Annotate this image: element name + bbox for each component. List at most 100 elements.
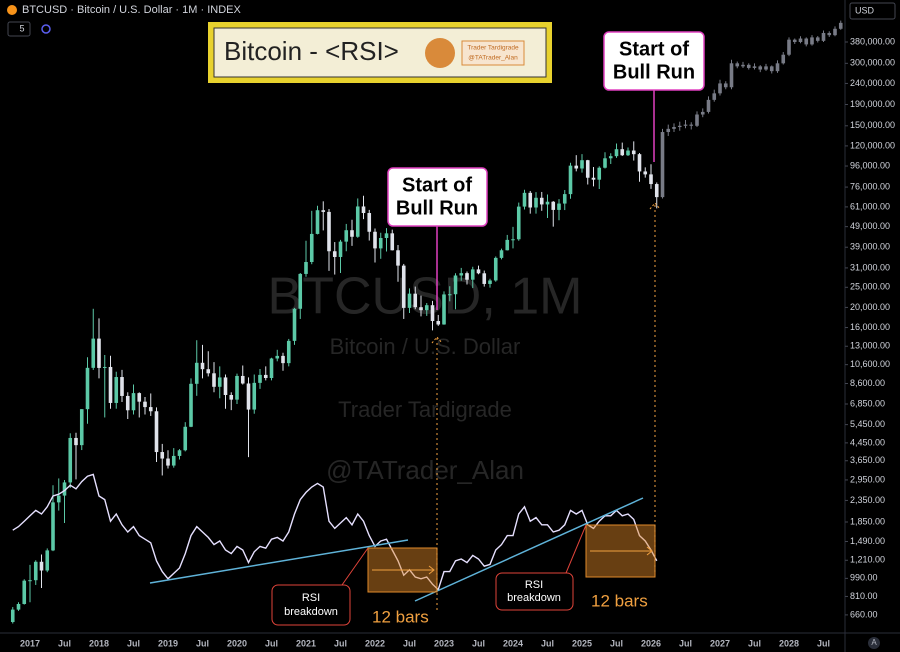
candle-body	[827, 32, 832, 36]
candle-body	[229, 394, 234, 400]
candle-body	[212, 373, 216, 387]
candle-body	[798, 38, 803, 43]
x-tick-label: Jul	[334, 638, 347, 648]
candle-body	[240, 375, 245, 384]
candle-body	[286, 340, 291, 364]
symbol-title[interactable]: BTCUSD · Bitcoin / U.S. Dollar · 1M · IN…	[22, 4, 241, 16]
scale-mode-button[interactable]	[868, 637, 880, 649]
dotted-arrow	[431, 336, 443, 344]
indicators-toggle[interactable]	[7, 21, 31, 37]
candle-body	[246, 383, 251, 410]
y-tick-label: 49,000.00	[850, 221, 890, 231]
candle-body	[367, 213, 372, 232]
candle-body	[787, 39, 791, 55]
candle-body	[332, 251, 337, 257]
breakdown-box	[271, 584, 351, 626]
candle-body	[718, 83, 722, 94]
candle-body	[637, 154, 642, 172]
candle-body	[465, 273, 469, 280]
candle-body	[545, 201, 550, 205]
candle-body	[436, 321, 441, 325]
y-tick-label: 39,000.00	[850, 242, 890, 252]
logo-box	[461, 40, 525, 66]
indicator-count: 5	[19, 23, 24, 33]
candle-body	[154, 411, 159, 453]
x-tick-label: Jul	[58, 638, 71, 648]
candle-body	[574, 165, 579, 169]
candle-body	[712, 93, 717, 100]
x-tick-label: 2020	[227, 638, 247, 648]
x-tick-label: Jul	[610, 638, 623, 648]
candle-body	[672, 127, 676, 129]
candle-body	[171, 455, 176, 466]
sync-icon[interactable]	[41, 24, 51, 34]
y-tick-label: 240,000.00	[850, 78, 895, 88]
x-tick-label: 2021	[296, 638, 316, 648]
candle-body	[304, 262, 308, 274]
candle-body	[516, 206, 521, 240]
x-tick-label: Jul	[403, 638, 416, 648]
pointer	[341, 547, 369, 586]
x-tick-label: 2019	[158, 638, 178, 648]
x-tick-label: 2022	[365, 638, 385, 648]
callout-box	[603, 31, 705, 91]
candle-body	[677, 125, 682, 128]
candle-body	[470, 269, 475, 280]
candle-body	[309, 233, 314, 263]
candle-body	[68, 437, 73, 483]
candle-body	[401, 265, 406, 308]
range-arrow-head	[646, 546, 653, 556]
watermark: BTCUSD, 1M Bitcoin / U.S. Dollar Trader …	[268, 268, 583, 485]
range-arrow-head	[428, 565, 435, 575]
candle-body	[522, 192, 527, 207]
currency-label: USD	[855, 5, 875, 15]
candle-body	[695, 114, 699, 126]
bars-label: 12 bars	[372, 607, 429, 626]
candle-body	[252, 382, 257, 410]
candle-body	[51, 502, 55, 551]
breakdown-label: breakdown	[507, 592, 561, 604]
candle-body	[591, 177, 596, 180]
candle-body	[534, 197, 538, 208]
candle-body	[781, 54, 786, 64]
candle-body	[804, 38, 809, 45]
candle-body	[614, 149, 619, 157]
candle-body	[269, 358, 274, 379]
breakdown-box	[495, 572, 574, 611]
callout-box	[387, 167, 488, 227]
candle-body	[752, 66, 757, 68]
candle-body	[666, 128, 671, 133]
logo-name: Trader Tardigrade	[467, 45, 519, 52]
currency-select[interactable]	[849, 2, 896, 20]
candle-body	[373, 231, 377, 249]
candle-body	[430, 305, 435, 322]
header: BTCUSD · Bitcoin / U.S. Dollar · 1M · IN…	[7, 2, 896, 649]
candle-body	[758, 66, 763, 70]
candle-body	[39, 561, 44, 571]
candle-body	[148, 407, 153, 412]
y-tick-label: 810.00	[850, 591, 878, 601]
candle-body	[160, 452, 165, 459]
candle-body	[488, 280, 492, 284]
candle-body	[62, 482, 67, 496]
dotted-arrow	[649, 202, 661, 210]
candle-body	[361, 206, 366, 214]
candle-body	[22, 580, 27, 604]
y-tick-label: 20,000.00	[850, 302, 890, 312]
x-tick-label: 2023	[434, 638, 454, 648]
callout-label: Bull Run	[613, 61, 695, 83]
y-tick-label: 96,000.00	[850, 160, 890, 170]
y-tick-label: 660.00	[850, 609, 878, 619]
candle-body	[608, 156, 613, 159]
candle-body	[562, 194, 567, 204]
candle-body	[764, 66, 768, 70]
candle-body	[344, 230, 349, 242]
x-tick-label: 2028	[779, 638, 799, 648]
candle-body	[459, 273, 464, 276]
watermark-author: Trader Tardigrade	[338, 397, 512, 422]
candle-body	[120, 377, 124, 396]
pointer	[565, 524, 587, 574]
logo-icon	[425, 38, 455, 68]
x-tick-label: Jul	[679, 638, 692, 648]
